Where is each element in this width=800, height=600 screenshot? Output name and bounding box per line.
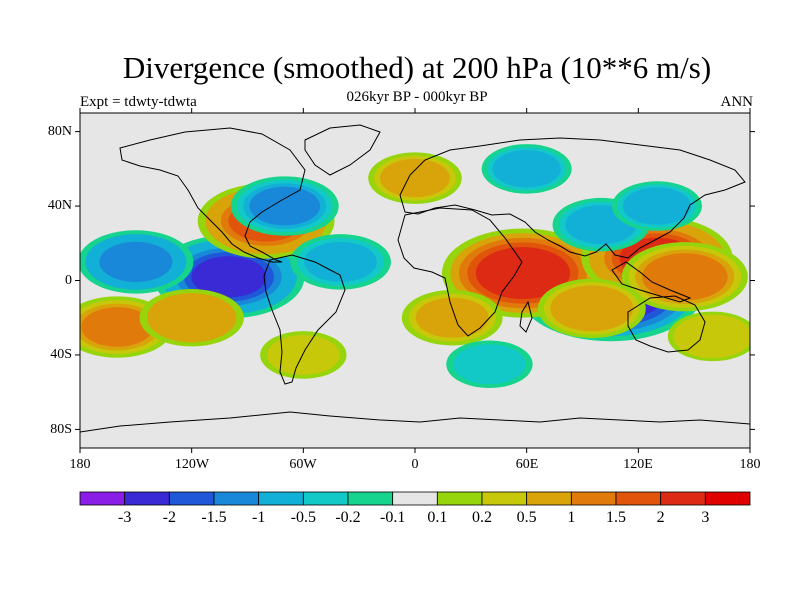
anomaly-feature (368, 152, 462, 204)
anomaly-feature (401, 290, 503, 346)
colorbar-swatch (436, 491, 483, 506)
contour-band (191, 256, 267, 298)
contour-band (453, 344, 526, 385)
colorbar-label: 1.5 (606, 509, 626, 526)
experiment-label: Expt = tdwty-tdwta (80, 94, 197, 110)
coast-antarctica (80, 411, 750, 433)
contour-band (415, 297, 489, 338)
colorbar-swatch (258, 491, 304, 506)
colorbar-label: -0.2 (335, 509, 361, 526)
y-tick-0: 0 (65, 273, 72, 288)
coast-australia (627, 295, 706, 353)
y-tick-40n: 40N (47, 198, 72, 213)
contour-band (484, 251, 562, 295)
coast-north-america (119, 127, 306, 263)
contour-band (492, 150, 561, 188)
contour-band (81, 307, 154, 347)
contour-band (648, 256, 721, 297)
colorbar-label: 0.2 (472, 509, 492, 526)
colorbar-swatch (79, 491, 126, 506)
colorbar-swatch (347, 491, 394, 506)
x-tick-180e: 180 (739, 457, 761, 472)
colorbar-swatch (302, 491, 349, 506)
anomaly-feature (667, 311, 750, 362)
anomaly-feature (80, 230, 194, 294)
colorbar-swatch (213, 491, 260, 506)
axis-ticks (75, 108, 755, 453)
colorbar-swatch (526, 491, 572, 506)
anomaly-feature (230, 176, 339, 236)
contour-band (380, 158, 450, 198)
plot-subtitle: 026kyr BP - 000kyr BP (346, 89, 488, 105)
coast-greenland (304, 124, 381, 176)
colorbar-label: 0.1 (427, 509, 448, 526)
colorbar-swatch (615, 491, 662, 506)
contour-band (678, 317, 747, 356)
colorbar (79, 491, 751, 506)
anomaly-feature (139, 289, 244, 347)
season-label: ANN (720, 94, 754, 110)
coast-eurasia (399, 137, 746, 259)
contour-band (556, 288, 628, 328)
anomaly-feature (290, 234, 391, 290)
colorbar-label: -1.5 (201, 509, 227, 526)
contour-band (249, 186, 321, 226)
x-tick-180w: 180 (69, 457, 91, 472)
coast-maritime-continent (611, 261, 692, 303)
colorbar-swatch (392, 491, 438, 506)
colorbar-label: -0.1 (379, 509, 406, 526)
colorbar-label: 1 (567, 509, 576, 526)
contour-band (154, 297, 229, 339)
colorbar-label: 2 (656, 509, 665, 526)
anomaly-feature (446, 340, 533, 389)
x-tick-0: 0 (411, 457, 419, 472)
colorbar-swatch (481, 491, 528, 506)
colorbar-label: -3 (117, 509, 132, 526)
coast-africa (397, 207, 523, 337)
contour-band (622, 187, 692, 225)
colorbar-swatch (124, 491, 170, 506)
x-tick-60e: 60E (515, 457, 539, 472)
anomaly-feature (481, 144, 572, 194)
x-tick-120e: 120E (623, 457, 653, 472)
colorbar-label: -1 (251, 509, 266, 526)
anomaly-feature (611, 181, 702, 231)
colorbar-swatch (704, 491, 751, 506)
coast-madagascar (519, 300, 533, 333)
divergence-field (80, 144, 750, 389)
colorbar-label: 0.5 (516, 509, 537, 526)
coastlines (80, 124, 750, 433)
anomaly-feature (441, 228, 604, 318)
plot-title: Divergence (smoothed) at 200 hPa (10**6 … (122, 50, 712, 85)
contour-band (267, 334, 340, 375)
x-tick-60w: 60W (289, 457, 317, 472)
x-tick-120w: 120W (174, 457, 210, 472)
colorbar-swatch (168, 491, 215, 506)
colorbar-swatch (570, 491, 617, 506)
colorbar-label: -0.5 (290, 509, 316, 526)
colorbar-label: 3 (701, 509, 710, 526)
contour-band (304, 241, 378, 282)
y-tick-80n: 80N (47, 124, 72, 139)
contour-band (99, 241, 173, 282)
colorbar-swatch (660, 491, 706, 506)
colorbar-label: -2 (162, 509, 176, 526)
anomaly-feature (260, 331, 347, 379)
anomaly-feature (621, 242, 748, 312)
y-tick-40s: 40S (50, 347, 72, 362)
y-tick-80s: 80S (50, 422, 72, 437)
coast-south-america (263, 254, 346, 385)
anomaly-feature (537, 278, 646, 339)
